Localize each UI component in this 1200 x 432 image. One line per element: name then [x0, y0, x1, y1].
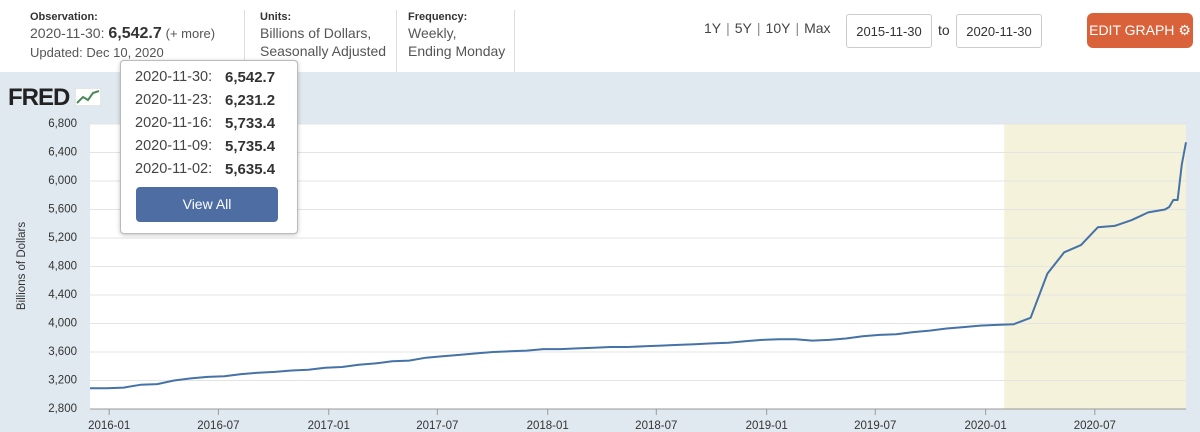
range-button[interactable]: 1Y: [704, 20, 722, 36]
x-tick-label: 2020-01: [965, 420, 1007, 432]
popup-value: 5,635.4: [225, 161, 276, 178]
popup-row: 2020-11-16: 5,733.4: [135, 115, 275, 132]
popup-row: 2020-11-30: 6,542.7: [135, 69, 275, 86]
y-tick-label: 5,200: [48, 232, 77, 244]
x-tick-label: 2019-07: [854, 420, 896, 432]
y-tick-label: 4,400: [48, 289, 77, 301]
edit-graph-text: EDIT GRAPH: [1089, 22, 1175, 38]
x-tick-label: 2020-07: [1074, 420, 1116, 432]
more-link[interactable]: (+ more): [165, 26, 216, 41]
frequency-line: Weekly,: [408, 25, 457, 41]
observation-value: 6,542.7: [108, 25, 162, 42]
y-tick-label: 5,600: [48, 204, 77, 216]
x-tick-label: 2017-07: [416, 420, 458, 432]
range-button[interactable]: Max: [804, 20, 831, 36]
view-all-button[interactable]: View All: [136, 187, 278, 222]
x-tick-label: 2018-07: [635, 420, 677, 432]
popup-row: 2020-11-23: 6,231.2: [135, 92, 275, 109]
observations-popup: View All 2020-11-30: 6,542.7 2020-11-23: 6,…: [120, 60, 298, 234]
gear-icon: ⚙: [1178, 22, 1191, 38]
updated: Updated: Dec 10, 2020: [30, 45, 164, 60]
y-tick-label: 4,800: [48, 261, 77, 273]
popup-row: 2020-11-09: 5,735.4: [135, 138, 275, 155]
separator: |: [726, 20, 730, 36]
frequency-label: Frequency:: [408, 11, 468, 23]
separator: |: [756, 20, 761, 36]
observation-label: Observation:: [30, 11, 98, 23]
y-tick-label: 3,600: [48, 346, 77, 358]
frequency: Frequency: Weekly, Ending Monday: [408, 10, 515, 72]
x-tick-label: 2018-01: [527, 420, 569, 432]
separator: |: [795, 20, 800, 36]
popup-value: 6,542.7: [225, 69, 276, 86]
logo: FRED: [8, 84, 102, 112]
units: Units: Billions of Dollars, Seasonally A…: [260, 10, 397, 72]
observation: Observation: 2020-11-30: 6,542.7 (+ more…: [30, 10, 245, 72]
y-axis-label: Billions of Dollars: [16, 222, 28, 310]
units-line: Billions of Dollars,: [260, 25, 372, 41]
series-line: [90, 142, 1187, 390]
y-tick-label: 6,000: [48, 175, 77, 187]
popup-date: 2020-11-16:: [135, 115, 213, 131]
y-tick-label: 6,400: [48, 147, 77, 159]
y-tick-label: 3,200: [48, 375, 77, 387]
to-label: to: [938, 22, 950, 38]
edit-graph-button[interactable]: EDIT GRAPH ⚙: [1087, 13, 1193, 48]
x-tick-label: 2017-01: [308, 420, 350, 432]
end-date-input[interactable]: 2020-11-30: [956, 14, 1042, 48]
popup-row: 2020-11-02: 5,635.4: [135, 161, 275, 178]
logo-text: FRED: [8, 84, 70, 111]
x-tick-label: 2016-07: [197, 420, 239, 432]
x-tick-label: 2016-01: [88, 420, 130, 432]
frequency-line: Ending Monday: [408, 43, 506, 59]
range-button[interactable]: 10Y: [765, 20, 791, 36]
popup-value: 5,733.4: [225, 115, 276, 132]
popup-date: 2020-11-09:: [135, 138, 213, 154]
x-tick-label: 2019-01: [746, 420, 788, 432]
logo-icon: [74, 87, 102, 107]
observation-date: 2020-11-30:: [30, 25, 105, 41]
start-date-input[interactable]: 2015-11-30: [846, 14, 932, 48]
popup-date: 2020-11-23:: [135, 92, 213, 108]
y-tick-label: 6,800: [48, 118, 77, 130]
range-button[interactable]: 5Y: [734, 20, 752, 36]
popup-date: 2020-11-02:: [135, 161, 213, 177]
y-tick-label: 2,800: [48, 403, 77, 415]
header: Observation: 2020-11-30: 6,542.7 (+ more…: [0, 0, 1200, 72]
popup-date: 2020-11-30:: [135, 69, 213, 85]
units-line: Seasonally Adjusted: [260, 43, 387, 59]
y-tick-label: 4,000: [48, 318, 77, 330]
range-buttons: 1Y | 5Y | 10Y | Max: [704, 20, 831, 36]
units-label: Units:: [260, 11, 292, 23]
popup-value: 6,231.2: [225, 92, 276, 109]
popup-value: 5,735.4: [225, 138, 276, 155]
